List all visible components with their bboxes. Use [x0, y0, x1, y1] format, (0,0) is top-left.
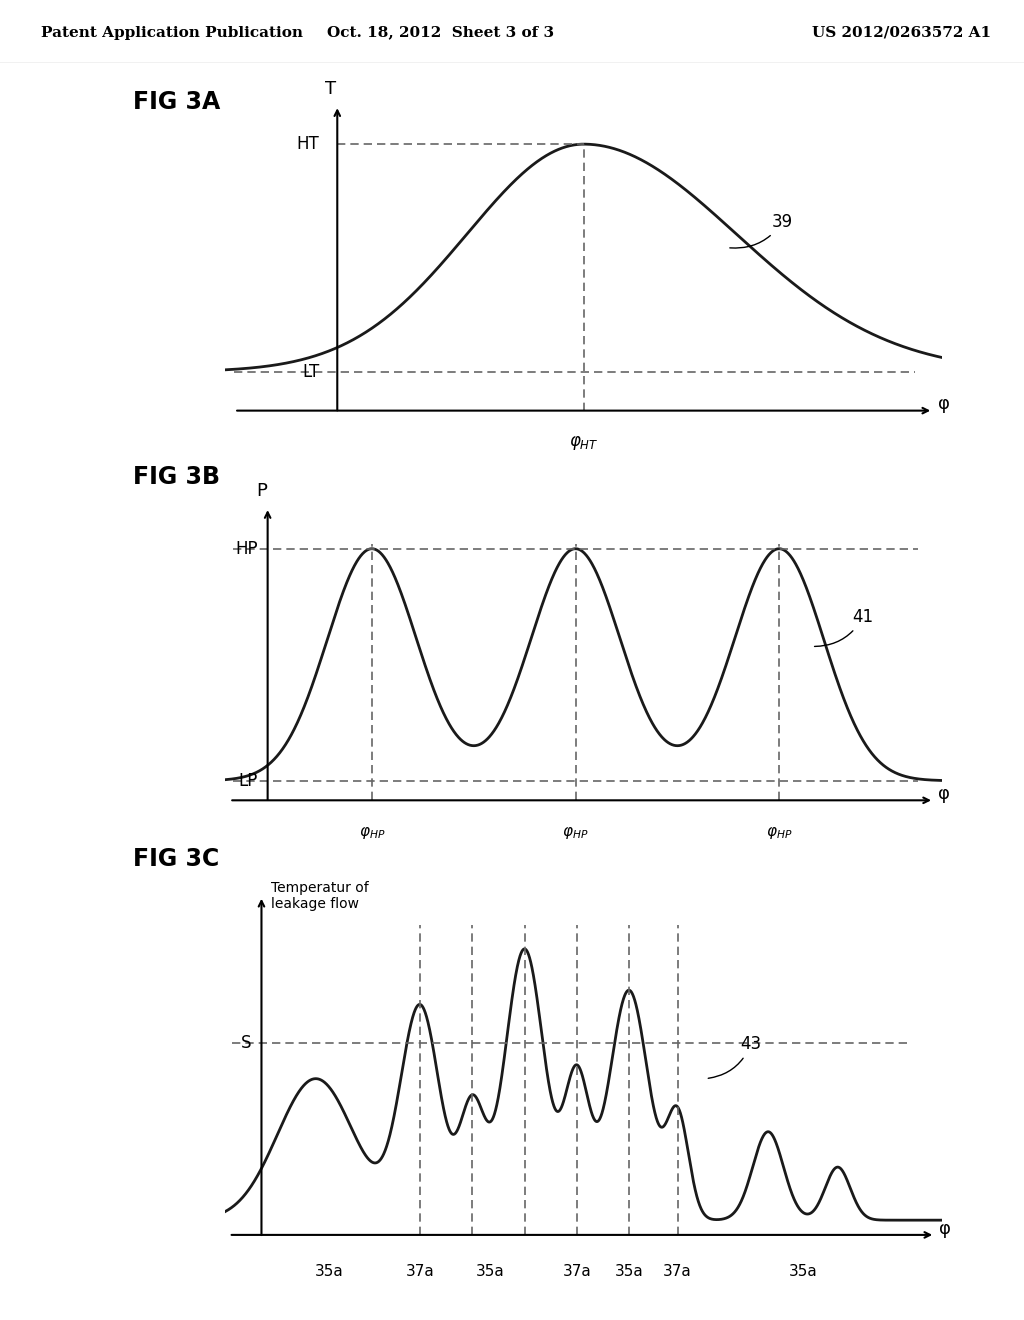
Text: US 2012/0263572 A1: US 2012/0263572 A1: [812, 25, 990, 40]
Text: FIG 3A: FIG 3A: [133, 90, 220, 114]
Text: $\varphi_{HP}$: $\varphi_{HP}$: [766, 825, 793, 841]
Text: 35a: 35a: [614, 1265, 643, 1279]
Text: $\varphi_{HP}$: $\varphi_{HP}$: [562, 825, 589, 841]
Text: 35a: 35a: [788, 1265, 817, 1279]
Text: Temperatur of
leakage flow: Temperatur of leakage flow: [270, 882, 369, 911]
Text: T: T: [326, 79, 337, 98]
Text: FIG 3B: FIG 3B: [133, 465, 220, 488]
Text: Oct. 18, 2012  Sheet 3 of 3: Oct. 18, 2012 Sheet 3 of 3: [327, 25, 554, 40]
Text: $\varphi_{HP}$: $\varphi_{HP}$: [358, 825, 385, 841]
Text: φ: φ: [939, 1220, 950, 1238]
Text: φ: φ: [938, 785, 950, 803]
Text: 39: 39: [730, 213, 793, 248]
Text: $\varphi_{HT}$: $\varphi_{HT}$: [569, 434, 598, 451]
Text: LT: LT: [302, 363, 319, 380]
Text: 37a: 37a: [562, 1265, 591, 1279]
Text: φ: φ: [938, 395, 949, 413]
Text: S: S: [242, 1035, 252, 1052]
Text: 41: 41: [814, 609, 873, 647]
Text: 35a: 35a: [315, 1265, 344, 1279]
Text: 37a: 37a: [406, 1265, 434, 1279]
Text: FIG 3C: FIG 3C: [133, 847, 219, 871]
Text: Patent Application Publication: Patent Application Publication: [41, 25, 303, 40]
Text: LP: LP: [239, 772, 258, 789]
Text: P: P: [256, 482, 267, 500]
Text: HP: HP: [236, 540, 258, 558]
Text: 35a: 35a: [475, 1265, 504, 1279]
Text: 43: 43: [709, 1035, 762, 1078]
Text: 37a: 37a: [664, 1265, 692, 1279]
Text: HT: HT: [297, 135, 319, 153]
